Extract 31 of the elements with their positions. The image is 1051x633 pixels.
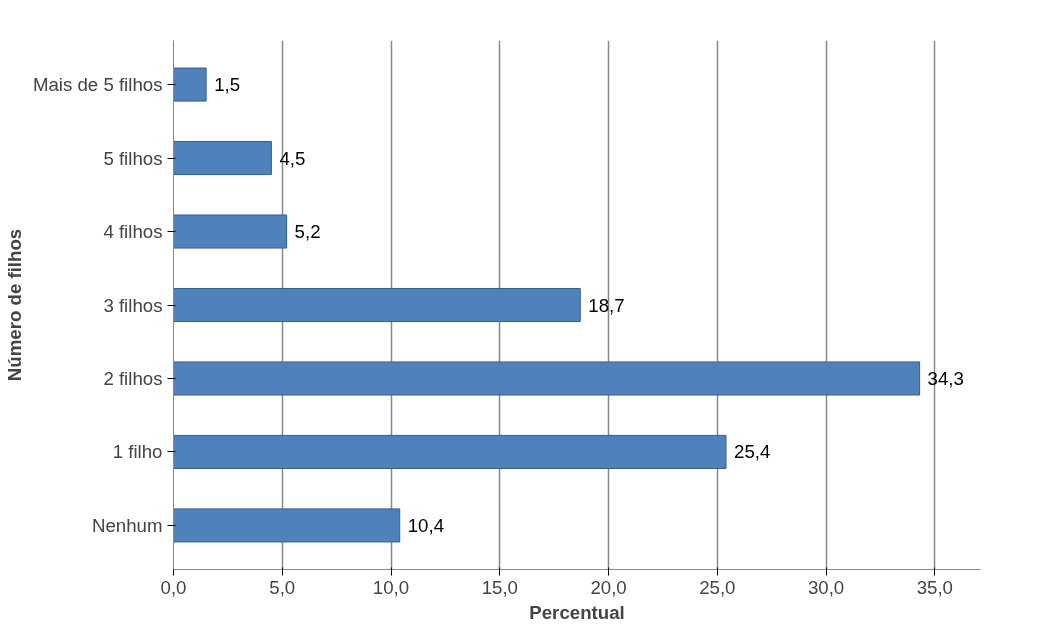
data-label: 34,3 [927, 367, 964, 389]
bar [173, 67, 207, 102]
y-axis-title: Número de filhos [3, 228, 25, 382]
y-tick-label: 4 filhos [103, 221, 163, 243]
data-label: 1,5 [214, 74, 241, 96]
y-tick-label: 2 filhos [103, 367, 163, 389]
bar [173, 287, 581, 323]
data-label: 4,5 [279, 147, 306, 169]
x-tick-label: 20,0 [590, 576, 627, 598]
bar [173, 214, 288, 249]
bar [173, 141, 272, 176]
x-axis-title: Percentual [529, 601, 625, 623]
bar [173, 434, 727, 469]
y-tick-label: Mais de 5 filhos [32, 74, 163, 96]
bar [173, 508, 401, 543]
y-tick-label: 5 filhos [103, 147, 163, 169]
x-tick-label: 35,0 [916, 576, 953, 598]
x-tick-label: 15,0 [481, 576, 518, 598]
y-tick-label: Nenhum [91, 514, 163, 536]
data-label: 10,4 [407, 514, 445, 536]
x-tick-label: 0,0 [160, 576, 187, 598]
data-label: 25,4 [734, 441, 771, 463]
x-tick-label: 25,0 [699, 576, 736, 598]
y-tick-label: 1 filho [112, 441, 163, 463]
data-label: 5,2 [294, 221, 321, 243]
y-tick-label: 3 filhos [103, 294, 163, 316]
bar [173, 361, 921, 396]
x-tick-label: 5,0 [269, 576, 296, 598]
x-tick-label: 10,0 [372, 576, 410, 598]
x-tick-label: 30,0 [807, 576, 845, 598]
data-label: 18,7 [588, 294, 625, 316]
